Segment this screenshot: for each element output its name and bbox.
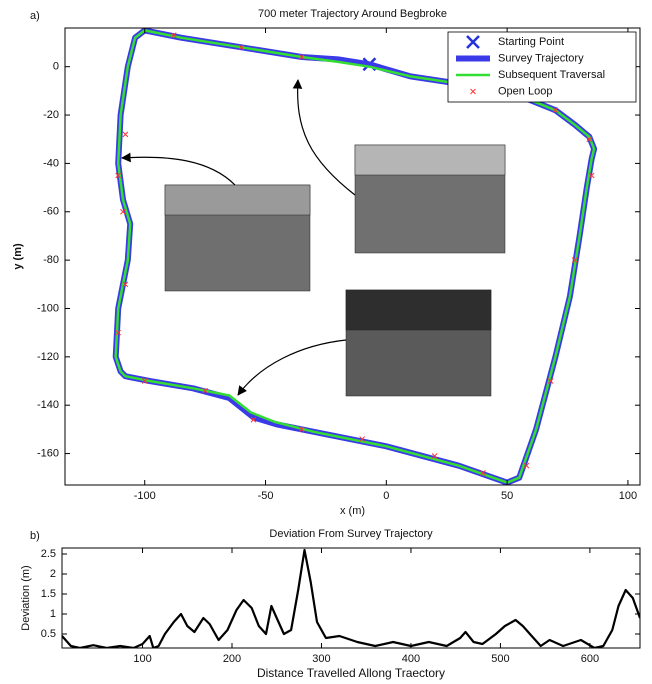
plot-content: [112, 28, 598, 485]
x-tick-label: 400: [402, 653, 420, 665]
y-tick-label: -60: [43, 206, 59, 218]
data-line: [114, 29, 596, 484]
x-tick-label: 100: [619, 490, 637, 502]
y-axis-label: y (m): [12, 243, 24, 270]
open-loop-marker: [523, 462, 530, 469]
open-loop-marker: [298, 426, 305, 433]
x-axis-label: x (m): [340, 505, 365, 517]
open-loop-marker: [115, 329, 122, 336]
plot-area: [62, 548, 640, 648]
open-loop-marker: [298, 54, 305, 60]
photos: [164, 144, 506, 397]
panel-label: a): [30, 10, 40, 22]
x-axis-label: Distance Travelled Allong Traectory: [257, 666, 445, 680]
open-loop-marker: [586, 136, 593, 143]
open-loop-marker: [238, 44, 245, 51]
legend-swatch: [470, 88, 476, 95]
photo-trees: [345, 289, 492, 331]
y-tick-label: -140: [37, 399, 59, 411]
open-loop-marker: [552, 107, 559, 114]
panel-label: b): [30, 530, 40, 542]
legend-label: Subsequent Traversal: [498, 69, 605, 81]
open-loop-marker: [359, 436, 366, 442]
y-tick-label: 0.5: [41, 628, 56, 640]
y-tick-label: -120: [37, 351, 59, 363]
x-tick-label: -50: [258, 490, 274, 502]
y-tick-label: -80: [43, 254, 59, 266]
arrow: [237, 339, 347, 396]
axes-frame: [64, 27, 641, 486]
y-axis-label: Deviation (m): [20, 565, 32, 630]
axes-frame: [61, 547, 641, 649]
plot-content: [62, 548, 640, 648]
photo-sky: [164, 184, 311, 216]
x-tick-label: 200: [223, 653, 241, 665]
open-loop-marker: [120, 208, 126, 215]
arrows: [121, 79, 356, 396]
y-tick-label: 1: [50, 608, 56, 620]
chart-title: Deviation From Survey Trajectory: [269, 528, 433, 540]
y-tick-label: 2: [50, 568, 56, 580]
arrow: [292, 79, 356, 196]
open-loop-marker: [170, 32, 177, 39]
y-tick-label: 1.5: [41, 588, 56, 600]
open-loop-marker: [571, 257, 578, 263]
open-loop-marker: [141, 378, 148, 384]
x-tick-label: -100: [134, 490, 156, 502]
y-tick-label: -160: [37, 447, 59, 459]
open-loop-marker: [122, 281, 129, 288]
open-loop-marker: [431, 453, 438, 459]
open-loop-marker: [480, 470, 486, 476]
open-loop-marker: [588, 172, 595, 179]
x-tick-label: 100: [133, 653, 151, 665]
x-tick-label: 300: [312, 653, 330, 665]
open-loop-marker: [250, 416, 257, 423]
photo-sky: [354, 144, 506, 176]
legend-label: Open Loop: [498, 85, 552, 97]
x-tick-label: 0: [383, 490, 389, 502]
arrow: [121, 152, 236, 186]
y-tick-label: 0: [53, 61, 59, 73]
x-tick-label: 600: [581, 653, 599, 665]
chart-title: 700 meter Trajectory Around Begbroke: [258, 8, 447, 20]
open-loop-marker: [202, 387, 208, 394]
y-tick-label: -100: [37, 302, 59, 314]
legend-label: Survey Trajectory: [498, 52, 584, 64]
x-tick-label: 500: [491, 653, 509, 665]
open-loop-marker: [122, 131, 129, 138]
data-line: [62, 548, 640, 648]
y-tick-label: -40: [43, 157, 59, 169]
legend-box: [447, 31, 637, 103]
x-tick-label: 50: [501, 490, 513, 502]
open-loop-marker: [115, 172, 122, 179]
legend-label: Starting Point: [498, 36, 564, 48]
y-tick-label: -20: [43, 109, 59, 121]
legend-swatch: [466, 35, 480, 49]
y-tick-label: 2.5: [41, 548, 56, 560]
open-loop-marker: [547, 378, 554, 384]
